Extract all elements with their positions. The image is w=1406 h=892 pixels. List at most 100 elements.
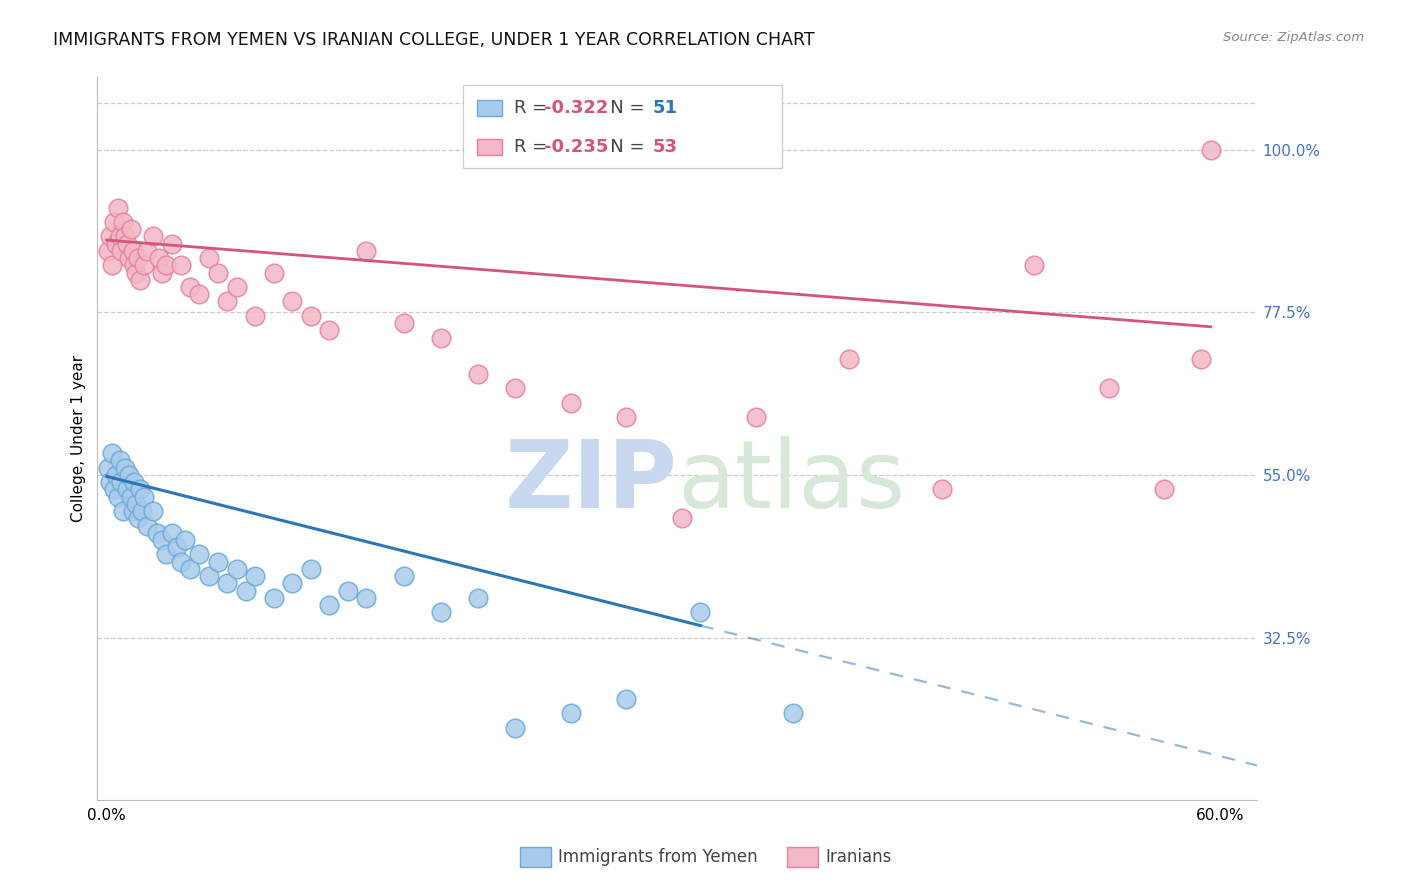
- Point: [107, 490, 129, 504]
- Point: [103, 483, 125, 497]
- Text: 53: 53: [652, 138, 678, 156]
- FancyBboxPatch shape: [477, 100, 502, 116]
- Point: [392, 316, 415, 330]
- Point: [125, 497, 148, 511]
- Point: [129, 273, 152, 287]
- Point: [101, 258, 124, 272]
- Point: [118, 467, 141, 482]
- Point: [235, 583, 257, 598]
- Point: [155, 258, 177, 272]
- Point: [101, 446, 124, 460]
- Point: [160, 525, 183, 540]
- Point: [356, 244, 378, 258]
- Point: [118, 251, 141, 265]
- Point: [1153, 483, 1175, 497]
- Point: [560, 395, 582, 409]
- Point: [150, 533, 173, 547]
- Point: [263, 266, 285, 280]
- Point: [356, 591, 378, 605]
- Point: [103, 215, 125, 229]
- Point: [217, 294, 239, 309]
- Point: [114, 460, 136, 475]
- Point: [104, 236, 127, 251]
- Point: [217, 576, 239, 591]
- Point: [120, 222, 142, 236]
- Point: [281, 294, 304, 309]
- Point: [97, 460, 120, 475]
- Point: [243, 569, 266, 583]
- Y-axis label: College, Under 1 year: College, Under 1 year: [72, 355, 86, 523]
- Point: [429, 605, 451, 619]
- Point: [136, 518, 159, 533]
- Point: [318, 323, 340, 337]
- Point: [112, 504, 135, 518]
- Text: 51: 51: [652, 99, 678, 117]
- Text: R =: R =: [513, 99, 553, 117]
- Point: [132, 258, 155, 272]
- Point: [108, 453, 131, 467]
- Text: ZIP: ZIP: [505, 436, 678, 528]
- Point: [108, 229, 131, 244]
- Point: [110, 475, 132, 490]
- Text: Iranians: Iranians: [825, 848, 891, 866]
- Point: [127, 251, 149, 265]
- Point: [336, 583, 359, 598]
- Point: [170, 555, 193, 569]
- Point: [129, 483, 152, 497]
- Point: [614, 410, 637, 425]
- FancyBboxPatch shape: [463, 85, 782, 168]
- Point: [115, 483, 138, 497]
- Point: [243, 309, 266, 323]
- Point: [97, 244, 120, 258]
- Point: [207, 266, 229, 280]
- Point: [671, 511, 693, 525]
- Point: [197, 251, 219, 265]
- Point: [121, 244, 143, 258]
- Text: Source: ZipAtlas.com: Source: ZipAtlas.com: [1223, 31, 1364, 45]
- Point: [207, 555, 229, 569]
- Point: [124, 475, 146, 490]
- Point: [166, 540, 188, 554]
- Point: [1098, 381, 1121, 395]
- Point: [142, 229, 165, 244]
- Point: [225, 280, 247, 294]
- Point: [225, 562, 247, 576]
- Point: [299, 562, 322, 576]
- Point: [132, 490, 155, 504]
- Text: IMMIGRANTS FROM YEMEN VS IRANIAN COLLEGE, UNDER 1 YEAR CORRELATION CHART: IMMIGRANTS FROM YEMEN VS IRANIAN COLLEGE…: [53, 31, 815, 49]
- Point: [931, 483, 953, 497]
- Point: [114, 229, 136, 244]
- Point: [155, 548, 177, 562]
- Point: [188, 548, 211, 562]
- FancyBboxPatch shape: [477, 139, 502, 155]
- Point: [131, 504, 153, 518]
- Point: [1024, 258, 1046, 272]
- Text: atlas: atlas: [678, 436, 905, 528]
- Point: [136, 244, 159, 258]
- Point: [689, 605, 711, 619]
- Point: [121, 504, 143, 518]
- Point: [745, 410, 768, 425]
- Point: [838, 352, 860, 367]
- Point: [467, 591, 489, 605]
- Point: [197, 569, 219, 583]
- Point: [503, 721, 526, 735]
- Point: [318, 598, 340, 612]
- Point: [299, 309, 322, 323]
- Text: -0.235: -0.235: [544, 138, 609, 156]
- Point: [1191, 352, 1213, 367]
- Point: [104, 467, 127, 482]
- Text: Immigrants from Yemen: Immigrants from Yemen: [558, 848, 758, 866]
- Point: [110, 244, 132, 258]
- Point: [145, 525, 167, 540]
- Point: [179, 562, 201, 576]
- Point: [503, 381, 526, 395]
- Text: R =: R =: [513, 138, 553, 156]
- Text: N =: N =: [592, 99, 650, 117]
- Point: [160, 236, 183, 251]
- Point: [148, 251, 170, 265]
- Point: [1199, 143, 1222, 157]
- Point: [112, 215, 135, 229]
- Point: [560, 706, 582, 721]
- Point: [150, 266, 173, 280]
